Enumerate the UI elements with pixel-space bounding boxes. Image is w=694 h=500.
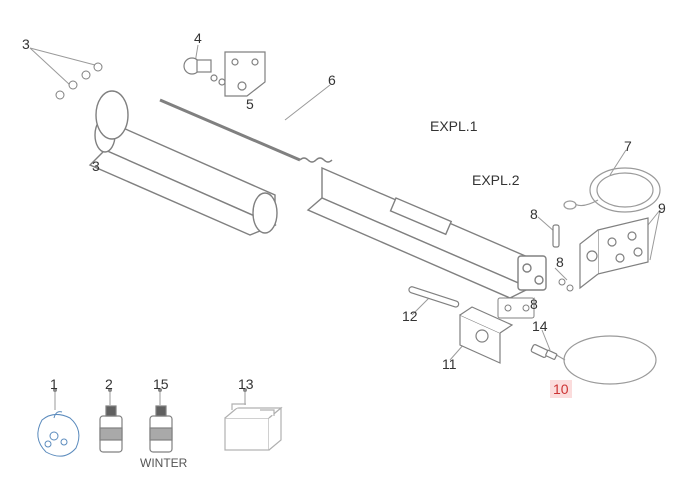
- callout-b1: 1: [50, 376, 58, 392]
- callout-expl1: EXPL.1: [430, 118, 477, 134]
- callout-11: 11: [442, 356, 457, 372]
- callout-expl2: EXPL.2: [472, 172, 519, 188]
- callout-4: 4: [194, 30, 202, 46]
- callout-14: 14: [532, 318, 548, 334]
- callout-8a: 8: [530, 206, 538, 222]
- callout-12: 12: [402, 308, 418, 324]
- callout-8c: 8: [530, 296, 538, 312]
- callout-3b: 3: [92, 158, 100, 174]
- callout-3a: 3: [22, 36, 30, 52]
- label-winter: WINTER: [140, 456, 187, 470]
- callout-8b: 8: [556, 254, 564, 270]
- callout-7: 7: [624, 138, 632, 154]
- callout-10-highlight: 10: [550, 380, 572, 398]
- diagram-canvas: 3 3 4 5 6 EXPL.1 EXPL.2 7 8 8 8 9 12 11 …: [0, 0, 694, 500]
- callout-5: 5: [246, 96, 254, 112]
- callout-6: 6: [328, 72, 336, 88]
- diagram-svg: [0, 0, 694, 500]
- callout-b15: 15: [153, 376, 169, 392]
- callout-9: 9: [658, 200, 666, 216]
- callout-b13: 13: [238, 376, 254, 392]
- callout-b2: 2: [105, 376, 113, 392]
